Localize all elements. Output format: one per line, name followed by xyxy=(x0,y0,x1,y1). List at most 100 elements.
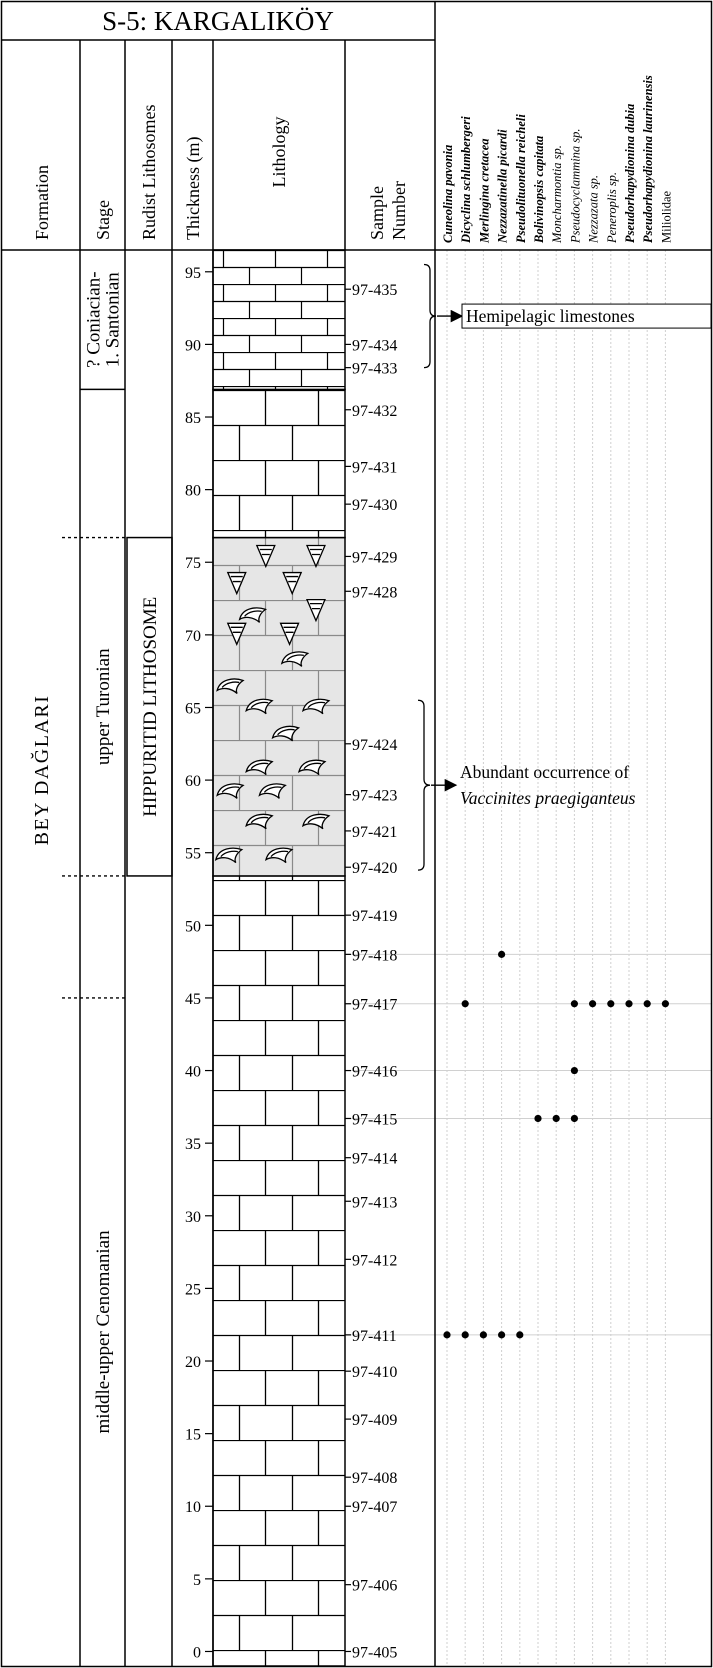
lithology-unit xyxy=(212,875,346,1667)
annotation-text: Vaccinites praegiganteus xyxy=(460,788,636,808)
header-sample: Number xyxy=(389,181,409,240)
occurrence-dot xyxy=(498,950,506,958)
lithology-unit xyxy=(212,536,346,877)
thickness-tick-label: 80 xyxy=(185,483,201,500)
occurrence-dot xyxy=(498,1331,506,1339)
sample-label: 97-406 xyxy=(352,1578,397,1595)
thickness-tick-label: 20 xyxy=(185,1354,201,1371)
thickness-tick-label: 55 xyxy=(185,846,201,863)
thickness-tick-label: 60 xyxy=(185,773,201,790)
header-lithology: Lithology xyxy=(269,117,289,188)
species-name: Pseudolituonella reicheli xyxy=(514,114,528,243)
species-name: Cuneolina pavonia xyxy=(441,145,455,243)
sample-label: 97-415 xyxy=(352,1111,397,1128)
rudist-shell-symbol xyxy=(216,783,245,799)
lithosome-label: HIPPURITID LITHOSOME xyxy=(140,597,161,817)
rudist-cone-symbol xyxy=(279,622,300,646)
sample-label: 97-413 xyxy=(352,1194,397,1211)
thickness-tick-label: 15 xyxy=(185,1427,201,1444)
sample-label: 97-419 xyxy=(352,908,397,925)
species-name: Pseudorhapydionina laurinensis xyxy=(641,75,655,243)
stage-label: upper Turonian xyxy=(93,648,114,765)
sample-label: 97-414 xyxy=(352,1151,397,1168)
species-name: Miliolidae xyxy=(659,190,673,243)
sample-label: 97-410 xyxy=(352,1364,397,1381)
rudist-shell-symbol xyxy=(245,759,274,776)
lithology-unit xyxy=(212,249,346,391)
sample-label: 97-434 xyxy=(352,337,397,354)
sample-label: 97-417 xyxy=(352,997,397,1014)
sample-label: 97-433 xyxy=(352,361,397,378)
sample-label: 97-420 xyxy=(352,860,397,877)
rudist-cone-symbol xyxy=(226,571,247,596)
thickness-tick-label: 5 xyxy=(193,1572,201,1589)
sample-label: 97-421 xyxy=(352,824,397,841)
occurrence-dot xyxy=(479,1331,487,1339)
thickness-tick-label: 30 xyxy=(185,1209,201,1226)
species-name: Moncharmontia sp. xyxy=(550,145,564,244)
thickness-tick-label: 0 xyxy=(193,1644,201,1661)
thickness-tick-label: 90 xyxy=(185,337,201,354)
rudist-shell-symbol xyxy=(280,651,310,667)
rudist-cone-symbol xyxy=(282,571,303,596)
stage-label: ? Coniacian- xyxy=(84,271,105,368)
sample-label: 97-431 xyxy=(352,459,397,476)
header-formation: Formation xyxy=(32,165,52,240)
header-rudist: Rudist Lithosomes xyxy=(139,104,159,240)
rudist-shell-symbol xyxy=(301,813,331,830)
species-name: Peneroplis sp. xyxy=(605,172,619,244)
sample-label: 97-424 xyxy=(352,737,397,754)
thickness-tick-label: 25 xyxy=(185,1281,201,1298)
column-body: 0 5 10 15 20 25 30 35 40 45 50 55 60 65 70 75 80 85 90 95 ? … xyxy=(62,249,712,1667)
header-stage: Stage xyxy=(93,200,113,240)
rudist-shell-symbol xyxy=(214,847,244,864)
occurrence-dot xyxy=(570,1066,579,1075)
species-name: Pseudocyclammina sp. xyxy=(568,128,582,244)
occurrence-dot xyxy=(443,1331,451,1339)
annotation-box xyxy=(461,303,712,329)
sample-label: 97-429 xyxy=(352,549,397,566)
sample-label: 97-432 xyxy=(352,403,397,420)
lithology-unit xyxy=(212,388,346,539)
species-name: Nezzazatinella picardi xyxy=(496,129,510,244)
formation-label: BEY DAĞLARI xyxy=(30,695,53,846)
thickness-tick-label: 85 xyxy=(185,410,201,427)
annotation-text: Hemipelagic limestones xyxy=(466,306,635,326)
sample-label: 97-409 xyxy=(352,1412,397,1429)
occurrence-dot xyxy=(461,1000,469,1008)
rudist-shell-symbol xyxy=(245,813,274,830)
title: S-5: KARGALIKÖY xyxy=(102,6,334,36)
thickness-tick-label: 75 xyxy=(185,555,201,572)
occurrence-dot xyxy=(661,1000,670,1008)
header-thickness: Thickness (m) xyxy=(183,137,204,240)
sample-label: 97-430 xyxy=(352,497,397,514)
thickness-tick-label: 65 xyxy=(185,700,201,717)
occurrence-dot xyxy=(552,1114,560,1123)
species-name: Dicyclina schlumbergeri xyxy=(459,116,473,244)
occurrence-dot xyxy=(607,1000,615,1008)
occurrence-dot xyxy=(570,1000,579,1008)
brace xyxy=(423,263,437,369)
stage-label: middle-upper Cenomanian xyxy=(93,1230,114,1434)
occurrence-dot xyxy=(516,1331,524,1339)
thickness-tick-label: 35 xyxy=(185,1136,201,1153)
header-sample: Sample xyxy=(367,186,387,240)
rudist-cone-symbol xyxy=(255,544,276,569)
rudist-shell-symbol xyxy=(297,759,327,776)
rudist-cone-symbol xyxy=(305,544,326,569)
species-name: Nezzazata sp. xyxy=(587,175,601,244)
rudist-shell-symbol xyxy=(216,678,245,694)
thickness-tick-label: 95 xyxy=(185,265,201,282)
rudist-shell-symbol xyxy=(264,847,294,864)
occurrence-dot xyxy=(643,1000,651,1008)
thickness-tick-label: 45 xyxy=(185,991,201,1008)
rudist-cone-symbol xyxy=(305,598,326,623)
occurrence-dot xyxy=(625,1000,633,1008)
sample-label: 97-405 xyxy=(352,1644,397,1661)
sample-label: 97-435 xyxy=(352,282,397,299)
rudist-shell-symbol xyxy=(271,725,301,742)
